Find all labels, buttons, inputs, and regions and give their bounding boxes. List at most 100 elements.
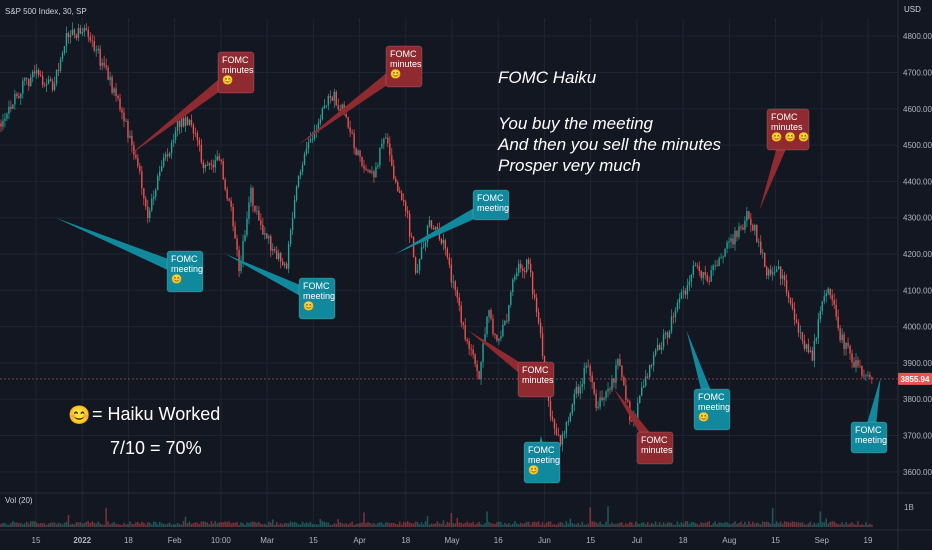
- volume-bar: [333, 523, 336, 527]
- candle-body: [512, 279, 514, 292]
- candle-body: [172, 139, 175, 143]
- candle-body: [452, 281, 454, 283]
- candle-body: [143, 188, 145, 199]
- candle-body: [742, 227, 744, 230]
- candle-body: [508, 304, 510, 322]
- symbol-title[interactable]: S&P 500 Index, 30, SP: [5, 7, 87, 16]
- volume-bar: [855, 524, 857, 527]
- volume-bar: [311, 524, 314, 527]
- candle-body: [561, 434, 564, 445]
- candle-body: [250, 188, 252, 203]
- volume-bar: [515, 523, 518, 527]
- volume-bar: [716, 523, 718, 527]
- volume-bar: [146, 522, 149, 527]
- candle-body: [371, 171, 373, 173]
- candle-body: [373, 171, 375, 178]
- volume-bar: [75, 522, 78, 527]
- candle-body: [289, 230, 292, 244]
- candle-body: [349, 127, 351, 133]
- volume-bar: [240, 522, 242, 527]
- volume-bar: [748, 521, 750, 527]
- candle-body: [656, 344, 659, 351]
- candle-body: [420, 247, 423, 260]
- volume-bar: [83, 522, 86, 527]
- volume-bar: [69, 524, 72, 527]
- volume-bar: [718, 522, 720, 527]
- candle-body: [125, 121, 127, 122]
- volume-tick: 1B: [904, 503, 914, 512]
- volume-bar: [740, 521, 742, 527]
- candle-body: [408, 213, 411, 237]
- volume-bar: [615, 523, 617, 527]
- volume-bar: [89, 523, 92, 527]
- volume-bar: [392, 522, 395, 527]
- candle-body: [160, 166, 163, 172]
- volume-bar: [597, 523, 599, 527]
- volume-bar: [325, 522, 328, 527]
- candle-body: [567, 420, 570, 423]
- volume-bar: [724, 522, 726, 527]
- candle-body: [728, 241, 730, 243]
- volume-bar: [218, 522, 220, 527]
- volume-bar: [0, 523, 2, 527]
- candle-body: [484, 334, 486, 344]
- volume-bar: [428, 524, 431, 527]
- price-axis[interactable]: 3600.00 3700.00 3800.00 3900.00 4000.00 4100.…: [903, 32, 932, 477]
- candle-body: [202, 162, 205, 169]
- candle-body: [244, 235, 246, 241]
- candle-body: [375, 166, 377, 178]
- candle-body: [153, 196, 155, 199]
- volume-bar: [385, 522, 387, 527]
- candle-body: [272, 249, 274, 251]
- candle-body: [736, 230, 738, 238]
- volume-bar: [59, 523, 62, 527]
- haiku-title: FOMC Haiku: [498, 68, 597, 87]
- candle-body: [133, 145, 135, 155]
- volume-bar: [172, 524, 175, 527]
- time-axis[interactable]: 15 2022 18 Feb 10:00 Mar 15 Apr 18 May 16 Jun 15 Jul 1…: [32, 536, 873, 545]
- volume-bar: [513, 521, 516, 527]
- volume-bar: [865, 522, 867, 527]
- candle-body: [293, 199, 296, 219]
- candle-body: [224, 179, 226, 190]
- volume-bar: [785, 521, 788, 527]
- volume-bar: [317, 524, 320, 527]
- candle-body: [785, 280, 788, 293]
- volume-bar: [400, 524, 403, 527]
- volume-bar: [583, 524, 586, 527]
- volume-bar: [8, 524, 10, 527]
- candle-body: [357, 150, 359, 156]
- volume-bar: [238, 524, 240, 527]
- volume-bar: [281, 524, 284, 527]
- volume-bar: [404, 522, 407, 527]
- candle-body: [811, 350, 814, 361]
- candle-body: [637, 403, 639, 422]
- volume-bar: [319, 519, 322, 527]
- volume-bar: [220, 522, 222, 527]
- volume-bar: [131, 523, 133, 527]
- candle-body: [157, 176, 159, 190]
- volume-bar: [47, 523, 50, 527]
- volume-label[interactable]: Vol (20): [5, 496, 33, 505]
- candle-body: [329, 95, 331, 98]
- candle-body: [771, 272, 774, 275]
- volume-bar: [129, 521, 131, 527]
- candle-body: [611, 378, 613, 390]
- candle-body: [787, 292, 790, 299]
- candle-body: [410, 236, 413, 238]
- volume-bar: [621, 522, 623, 527]
- volume-bar: [295, 522, 298, 527]
- candle-body: [748, 211, 750, 219]
